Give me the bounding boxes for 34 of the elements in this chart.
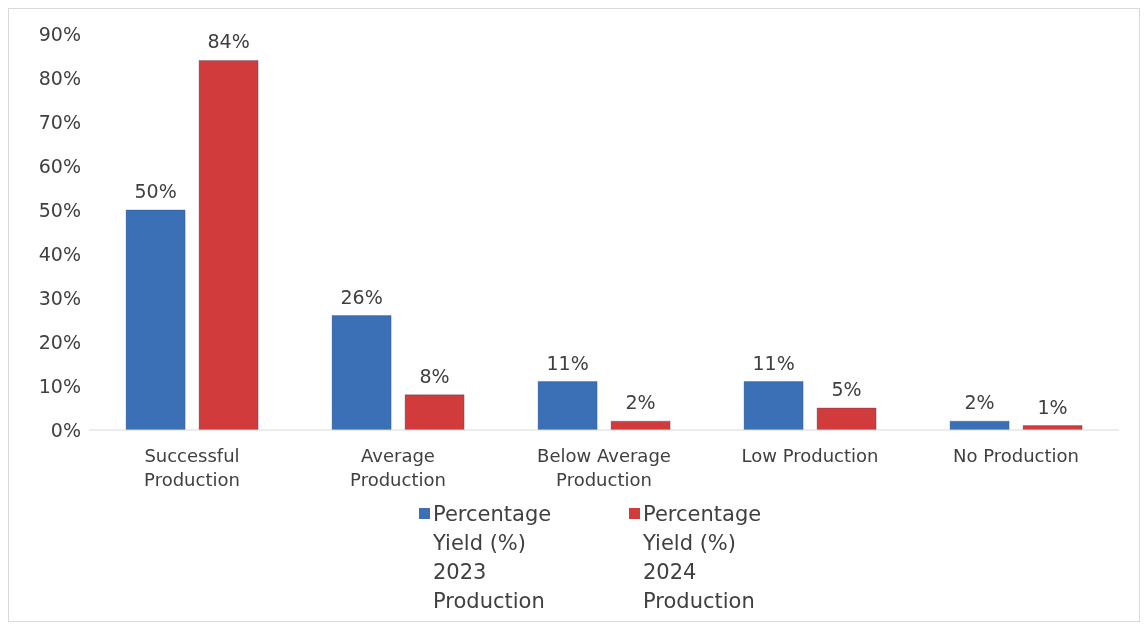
bar xyxy=(125,209,186,430)
x-tick-label: Low Production xyxy=(741,445,879,466)
legend-label: Percentage Yield (%) 2024 Production xyxy=(643,501,763,615)
y-tick-label: 50% xyxy=(38,198,81,221)
y-tick-label: 70% xyxy=(38,110,81,133)
x-tick-label: Successful Production xyxy=(144,445,240,490)
bar xyxy=(537,381,598,430)
bar xyxy=(198,59,259,430)
y-tick-label: 0% xyxy=(50,418,81,441)
y-tick-label: 30% xyxy=(38,286,81,309)
data-label: 8% xyxy=(419,364,450,387)
data-label: 84% xyxy=(207,30,250,53)
x-tick-label: Average Production xyxy=(350,445,446,490)
y-tick-label: 60% xyxy=(38,154,81,177)
data-label: 50% xyxy=(134,180,177,202)
data-label: 26% xyxy=(340,285,383,308)
data-label: 1% xyxy=(1037,395,1068,418)
x-tick-label: Below Average Production xyxy=(537,445,671,490)
data-label: 11% xyxy=(752,351,795,374)
bar xyxy=(816,407,877,430)
bar xyxy=(331,315,392,430)
bar xyxy=(743,381,804,430)
y-tick-label: 20% xyxy=(38,330,81,353)
data-label: 2% xyxy=(625,391,656,414)
y-tick-label: 10% xyxy=(38,374,81,397)
bar xyxy=(404,394,465,430)
y-tick-label: 90% xyxy=(38,22,81,45)
data-label: 5% xyxy=(831,378,862,400)
y-tick-label: 40% xyxy=(38,242,81,265)
y-tick-label: 80% xyxy=(38,66,81,89)
x-tick-label: No Production xyxy=(953,445,1079,466)
legend-label: Percentage Yield (%) 2023 Production xyxy=(433,501,553,615)
data-label: 11% xyxy=(546,351,589,374)
data-label: 2% xyxy=(964,391,995,414)
